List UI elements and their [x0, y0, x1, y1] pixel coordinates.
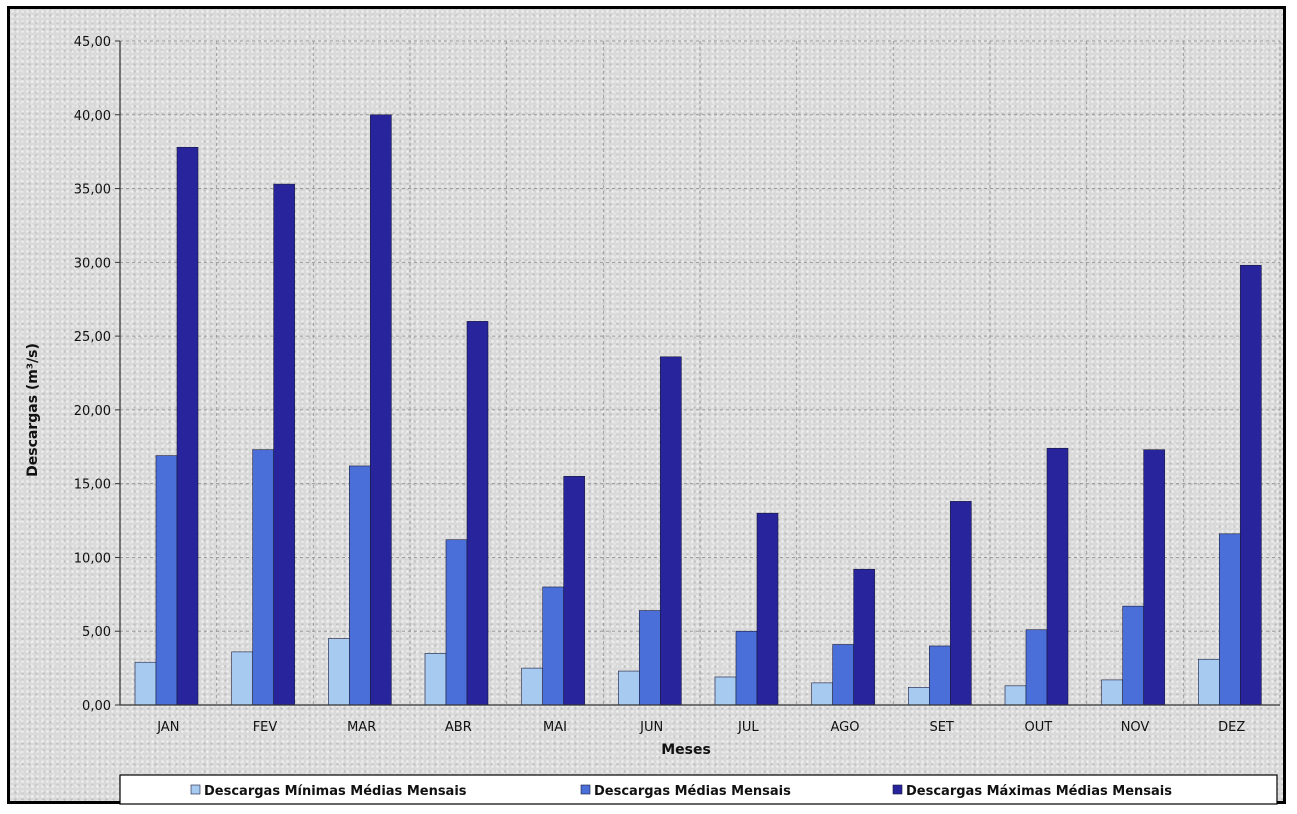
y-tick-label: 0,00	[82, 699, 111, 714]
bar	[1122, 605, 1144, 706]
y-tick-label: 30,00	[74, 256, 111, 271]
y-axis-title: Descargas (m³/s)	[25, 343, 41, 477]
bars	[134, 114, 1262, 706]
bar	[1143, 449, 1165, 706]
x-tick-label: DEZ	[1218, 720, 1245, 735]
legend-swatch	[580, 784, 591, 795]
legend: Descargas Mínimas Médias Mensais Descarga…	[119, 774, 1278, 805]
x-tick-label: JUN	[639, 720, 663, 735]
legend-label: Descargas Máximas Médias Mensais	[906, 784, 1172, 799]
bar	[1025, 629, 1048, 706]
x-tick-label: NOV	[1121, 720, 1150, 735]
y-tick-label: 15,00	[74, 478, 111, 493]
bar	[370, 114, 392, 706]
bar	[155, 455, 178, 706]
bar	[328, 638, 350, 706]
bar	[563, 475, 585, 706]
bar	[1198, 658, 1220, 706]
legend-label: Descargas Mínimas Médias Mensais	[204, 784, 467, 799]
bar	[1101, 679, 1123, 706]
bar	[445, 539, 468, 706]
x-axis-title: Meses	[661, 742, 711, 758]
bar	[1046, 447, 1069, 706]
x-tick-label: FEV	[253, 720, 278, 735]
y-tick-label: 20,00	[74, 404, 111, 419]
x-tick-label: OUT	[1024, 720, 1052, 735]
bar	[252, 449, 274, 706]
bar	[929, 645, 951, 706]
bar	[735, 630, 758, 706]
bar	[273, 183, 295, 706]
legend-swatch	[190, 784, 201, 795]
x-tick-label: SET	[929, 720, 953, 735]
bar	[466, 321, 489, 706]
bar	[521, 667, 543, 706]
chart-frame	[7, 6, 1286, 804]
y-tick-labels: 0,00 5,00 10,00 15,00 20,00 25,00 30,00 35,00 40…	[74, 35, 111, 714]
bar	[542, 586, 564, 706]
bar	[176, 146, 199, 706]
y-tick-label: 35,00	[74, 183, 111, 198]
x-tick-label: MAI	[543, 720, 567, 735]
bar	[231, 651, 253, 706]
bar	[134, 661, 157, 706]
bar	[1219, 533, 1241, 706]
legend-swatch	[892, 784, 903, 795]
bar	[660, 356, 682, 706]
y-tick-label: 45,00	[74, 35, 111, 50]
x-tick-label: JUL	[737, 720, 759, 735]
y-tick-label: 40,00	[74, 109, 111, 124]
y-tick-label: 10,00	[74, 551, 111, 566]
x-tick-label: AGO	[831, 720, 860, 735]
legend-label: Descargas Médias Mensais	[594, 784, 791, 799]
bar	[714, 676, 737, 706]
bar	[639, 610, 661, 706]
bar	[424, 653, 447, 706]
bar	[618, 670, 640, 706]
bar	[1240, 264, 1262, 706]
bar	[349, 465, 371, 706]
axes	[119, 41, 1280, 706]
y-tick-label: 5,00	[82, 625, 111, 640]
bar	[811, 682, 833, 706]
bar	[908, 686, 930, 706]
bar	[1004, 685, 1027, 706]
bar	[756, 512, 779, 706]
bar	[950, 501, 972, 706]
x-tick-label: ABR	[445, 720, 472, 735]
x-tick-label: MAR	[347, 720, 376, 735]
bar	[853, 568, 875, 706]
x-tick-labels: JAN FEV MAR ABR MAI JUN JUL AGO SET OUT NOV DEZ	[156, 720, 1245, 735]
bar	[832, 644, 854, 706]
x-tick-label: JAN	[156, 720, 179, 735]
gridlines	[115, 40, 1281, 706]
y-tick-label: 25,00	[74, 330, 111, 345]
legend-box	[119, 774, 1278, 805]
